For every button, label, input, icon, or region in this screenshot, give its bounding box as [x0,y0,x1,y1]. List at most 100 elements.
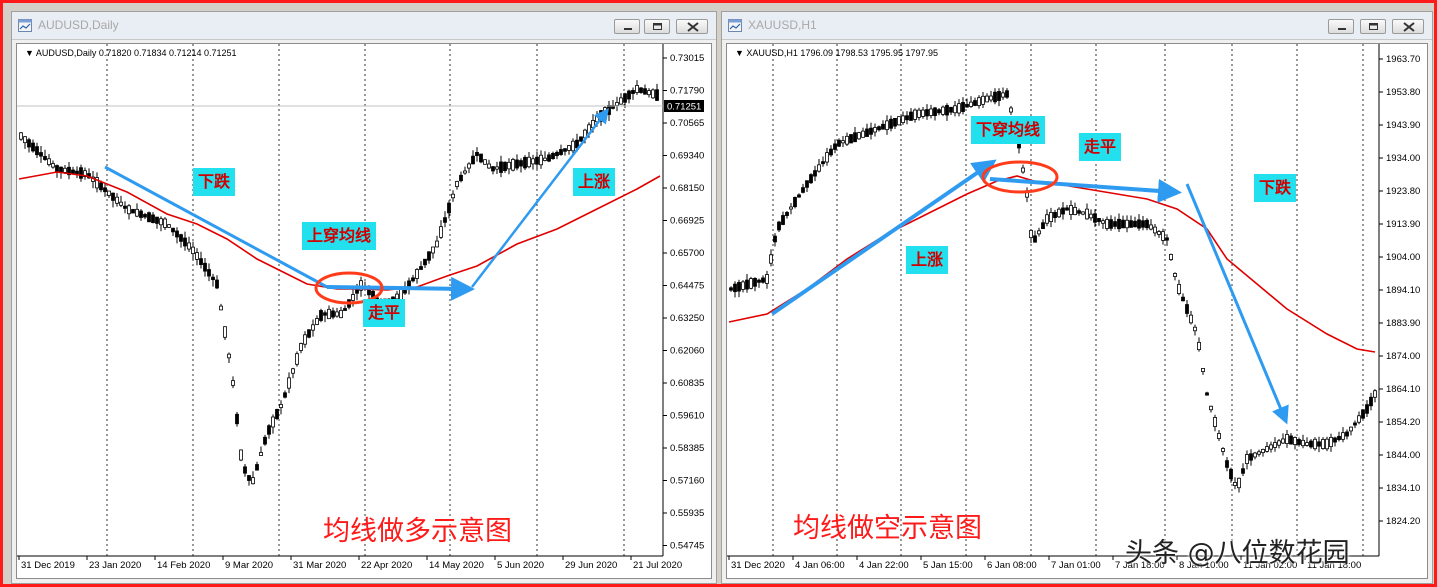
candle-body [511,159,515,171]
candle-body [1205,392,1209,396]
candle-body [1369,396,1373,407]
price-label: 0.60835 [670,378,704,389]
candle-body [579,136,583,142]
candle-body [427,251,431,261]
candle-body [929,108,933,116]
candle-body [395,293,399,300]
candle-body [917,109,921,118]
candle-body [303,334,307,345]
candle-body [519,160,523,167]
price-label: 1963.70 [1386,54,1420,65]
candle-body [1333,437,1337,443]
candle-body [19,132,23,140]
candle-body [343,308,347,311]
maximize-icon [1369,23,1378,30]
candle-body [1345,431,1349,437]
candle-body [155,216,159,224]
candle-body [901,115,905,123]
chart-plot-area[interactable]: 1963.70 1953.80 1943.90 1934.00 1923.80 1913.… [726,43,1428,579]
minimize-button[interactable] [614,19,640,34]
minimize-button[interactable] [1328,19,1354,34]
trend-arrow [1185,183,1289,425]
candle-body [1269,444,1273,450]
window-titlebar[interactable]: XAUUSD,H1 [722,12,1432,40]
candle-body [147,212,151,223]
close-button[interactable] [1392,19,1424,34]
candle-body [1249,453,1253,461]
candle-body [1357,415,1361,423]
candle-body [1129,220,1133,228]
candle-body [239,449,243,461]
candle-body [1293,437,1297,445]
candle-body [825,152,829,163]
candle-body [833,143,837,150]
candle-body [191,246,195,255]
candle-body [1053,212,1057,218]
xauusd-chart-window[interactable]: XAUUSD,H1 1963.70 1953.80 1943.90 1934.00 19… [721,11,1433,584]
price-label: 0.54745 [670,541,704,552]
candle-body [1297,439,1301,445]
candle-body [1273,442,1277,448]
candle-body [817,164,821,172]
date-label: 31 Dec 2020 [731,560,785,571]
candle-body [615,102,619,106]
candle-body [455,181,459,187]
candle-body [495,166,499,170]
candle-body [769,254,773,264]
price-label: 1934.00 [1386,153,1420,164]
candle-body [1093,213,1097,223]
price-label: 0.71790 [670,86,704,97]
candle-body [559,149,563,155]
candle-body [1229,468,1233,480]
candle-body [115,196,119,204]
xauusd-chart-canvas[interactable]: 1963.70 1953.80 1943.90 1934.00 1923.80 1913.… [727,44,1427,578]
candle-body [443,217,447,223]
audusd-chart-canvas[interactable]: 0.73015 0.71790 0.70565 0.69340 0.68150 0.669… [17,44,711,578]
candle-body [539,154,543,166]
candle-body [957,103,961,114]
candle-body [623,93,627,103]
candle-body [47,158,51,165]
maximize-button[interactable] [1360,19,1386,34]
candle-body [1005,90,1009,98]
window-titlebar[interactable]: AUDUSD,Daily [12,12,716,40]
close-icon [687,22,699,32]
candle-body [1001,92,1005,98]
candle-body [1009,107,1013,113]
candle-body [23,136,27,144]
candle-body [1089,213,1093,219]
candle-body [1169,253,1173,261]
price-label: 0.63250 [670,313,704,324]
candle-body [27,139,31,148]
candle-body [885,120,889,131]
candle-body [543,157,547,161]
minimize-icon [1338,28,1346,30]
audusd-chart-window[interactable]: AUDUSD,Daily 0.73015 0.71790 0.70565 0.6934… [11,11,717,584]
date-label: 4 Jan 22:00 [859,560,909,571]
candle-body [619,97,623,105]
candle-body [933,107,937,116]
candle-body [1141,220,1145,228]
candle-body [985,95,989,103]
candle-body [1069,205,1073,215]
candle-body [75,170,79,174]
candle-body [51,163,55,168]
current-price-tag [664,100,704,112]
maximize-button[interactable] [644,19,670,34]
moving-average-line [728,175,1376,353]
candle-body [889,118,893,129]
candle-body [563,148,567,152]
candle-body [1185,304,1189,314]
candle-body [107,190,111,196]
candle-body [423,258,427,266]
candle-body [1305,442,1309,446]
candle-body [781,215,785,225]
close-button[interactable] [676,19,708,34]
candle-body [1257,451,1261,455]
candle-body [1033,235,1037,243]
candle-body [745,279,749,290]
crossover-highlight-ellipse [314,271,384,305]
candle-body [235,413,239,425]
price-label: 1953.80 [1386,87,1420,98]
